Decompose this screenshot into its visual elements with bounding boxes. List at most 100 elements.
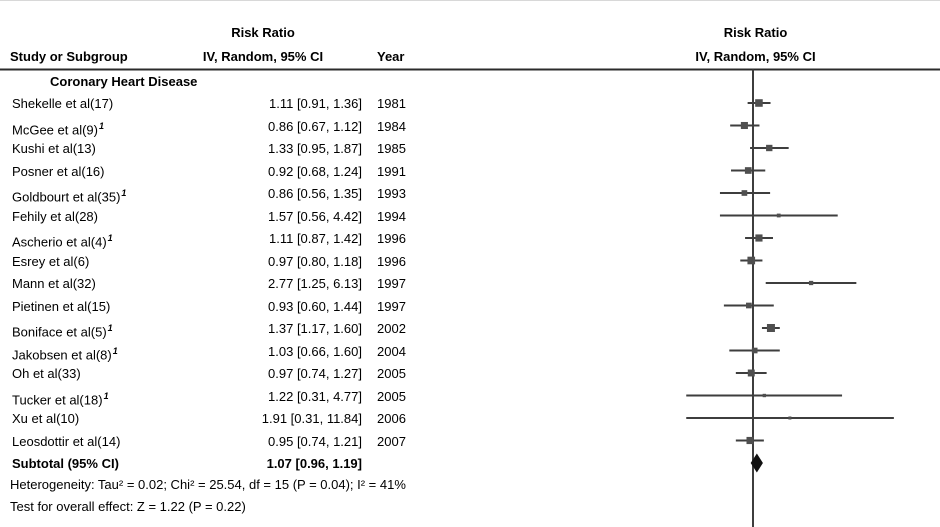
study-label: Jakobsen et al(8)1 [12, 345, 118, 362]
subgroup-heading: Coronary Heart Disease [50, 74, 198, 89]
effect-marker [741, 190, 748, 196]
subtotal-label: Subtotal (95% CI) [12, 456, 119, 471]
effect-marker [744, 167, 752, 174]
study-row: Oh et al(33) 0.97 [0.74, 1.27] 2005 [0, 364, 470, 386]
ci-value: 1.22 [0.31, 4.77] [268, 388, 362, 404]
ci-value: 1.91 [0.31, 11.84] [261, 411, 362, 426]
ci-value: 1.33 [0.95, 1.87] [268, 141, 362, 156]
left-effect-header-line1: Risk Ratio [231, 25, 295, 40]
ci-value: 0.93 [0.60, 1.44] [268, 298, 362, 314]
effect-marker [755, 234, 763, 242]
study-row: Kushi et al(13) 1.33 [0.95, 1.87] 1985 [0, 139, 470, 161]
effect-marker [766, 324, 775, 332]
ci-value: 1.11 [0.91, 1.36] [269, 96, 362, 111]
footnote-marker: 1 [107, 323, 113, 333]
study-label: Xu et al(10) [12, 411, 80, 426]
study-row: Xu et al(10) 1.91 [0.31, 11.84] 2006 [0, 409, 470, 431]
right-effect-header-line2: IV, Random, 95% CI [695, 49, 816, 64]
ci-value: 1.57 [0.56, 4.42] [268, 208, 362, 224]
ci-value: 0.92 [0.68, 1.24] [268, 163, 362, 179]
year-value: 1991 [377, 163, 406, 179]
year-value: 1993 [377, 186, 406, 201]
ci-value: 1.03 [0.66, 1.60] [268, 343, 362, 359]
study-row: Pietinen et al(15) 0.93 [0.60, 1.44] 1997 [0, 297, 470, 319]
year-column-header: Year [377, 49, 405, 64]
study-label: Leosdottir et al(14) [12, 433, 121, 449]
year-value: 2005 [377, 388, 406, 404]
footnote-marker: 1 [98, 120, 104, 131]
study-label: Kushi et al(13) [12, 141, 96, 156]
effect-marker [808, 280, 814, 286]
study-label: McGee et al(9)1 [12, 120, 104, 137]
subtotal-diamond [750, 453, 763, 473]
effect-marker [746, 436, 754, 445]
overall-effect-text: Test for overall effect: Z = 1.22 (P = 0… [10, 499, 246, 514]
study-row: Posner et al(16) 0.92 [0.68, 1.24] 1991 [0, 162, 470, 184]
study-row: Shekelle et al(17) 1.11 [0.91, 1.36] 1981 [0, 94, 470, 116]
effect-marker [746, 302, 752, 309]
ci-value: 1.07 [0.96, 1.19] [266, 456, 362, 471]
year-value: 2007 [377, 433, 406, 449]
study-row: Ascherio et al(4)1 1.11 [0.87, 1.42] 1996 [0, 229, 470, 251]
year-value: 1981 [377, 96, 406, 111]
study-label: Fehily et al(28) [12, 208, 98, 224]
effect-marker [776, 213, 781, 218]
study-column-header: Study or Subgroup [10, 49, 128, 64]
study-row: Jakobsen et al(8)1 1.03 [0.66, 1.60] 2004 [0, 342, 470, 364]
study-label: Mann et al(32) [12, 276, 96, 291]
heterogeneity-text: Heterogeneity: Tau² = 0.02; Chi² = 25.54… [10, 477, 406, 492]
year-value: 1997 [377, 276, 406, 291]
study-label: Posner et al(16) [12, 163, 105, 179]
footnote-marker: 1 [112, 345, 118, 356]
subtotal-row: Subtotal (95% CI) 1.07 [0.96, 1.19] [0, 454, 470, 476]
study-row: Tucker et al(18)1 1.22 [0.31, 4.77] 2005 [0, 387, 470, 409]
year-value: 1984 [377, 118, 406, 134]
year-value: 1994 [377, 208, 406, 224]
study-row: Goldbourt et al(35)1 0.86 [0.56, 1.35] 199… [0, 184, 470, 206]
effect-marker [747, 369, 755, 377]
right-effect-header-line1: Risk Ratio [723, 25, 788, 40]
effect-marker [766, 144, 773, 152]
ci-value: 1.11 [0.87, 1.42] [269, 231, 362, 246]
study-label: Goldbourt et al(35)1 [12, 188, 127, 205]
year-value: 2002 [377, 321, 406, 336]
study-label: Ascherio et al(4)1 [12, 233, 113, 250]
study-row: Esrey et al(6) 0.97 [0.80, 1.18] 1996 [0, 252, 470, 274]
study-row: Mann et al(32) 2.77 [1.25, 6.13] 1997 [0, 274, 470, 296]
ci-value: 0.86 [0.67, 1.12] [268, 118, 362, 134]
effect-marker [751, 347, 758, 354]
footnote-marker: 1 [103, 390, 109, 401]
ci-value: 0.97 [0.74, 1.27] [268, 366, 362, 381]
ci-value: 0.86 [0.56, 1.35] [268, 186, 362, 201]
year-value: 1996 [377, 231, 406, 246]
effect-marker [788, 416, 792, 420]
footnote-marker: 1 [107, 233, 113, 243]
year-value: 1996 [377, 253, 406, 269]
year-value: 1985 [377, 141, 406, 156]
study-row: Boniface et al(5)1 1.37 [1.17, 1.60] 2002 [0, 319, 470, 341]
ci-value: 1.37 [1.17, 1.60] [268, 321, 362, 336]
study-row: Fehily et al(28) 1.57 [0.56, 4.42] 1994 [0, 207, 470, 229]
study-label: Shekelle et al(17) [12, 96, 114, 111]
effect-marker [740, 121, 748, 130]
study-row: McGee et al(9)1 0.86 [0.67, 1.12] 1984 [0, 117, 470, 139]
study-label: Pietinen et al(15) [12, 298, 111, 314]
ci-value: 2.77 [1.25, 6.13] [268, 276, 362, 291]
study-label: Oh et al(33) [12, 366, 81, 381]
ci-value: 0.97 [0.80, 1.18] [268, 253, 362, 269]
study-row: Leosdottir et al(14) 0.95 [0.74, 1.21] 200… [0, 432, 470, 454]
footnote-marker: 1 [121, 188, 127, 198]
year-value: 2006 [377, 411, 406, 426]
year-value: 1997 [377, 298, 406, 314]
effect-marker [762, 393, 767, 398]
left-effect-header-line2: IV, Random, 95% CI [202, 49, 324, 64]
ci-value: 0.95 [0.74, 1.21] [268, 433, 362, 449]
year-value: 2004 [377, 343, 406, 359]
study-label: Esrey et al(6) [12, 253, 90, 269]
study-label: Tucker et al(18)1 [12, 390, 109, 407]
effect-marker [747, 256, 756, 265]
year-value: 2005 [377, 366, 406, 381]
effect-marker [755, 99, 763, 107]
